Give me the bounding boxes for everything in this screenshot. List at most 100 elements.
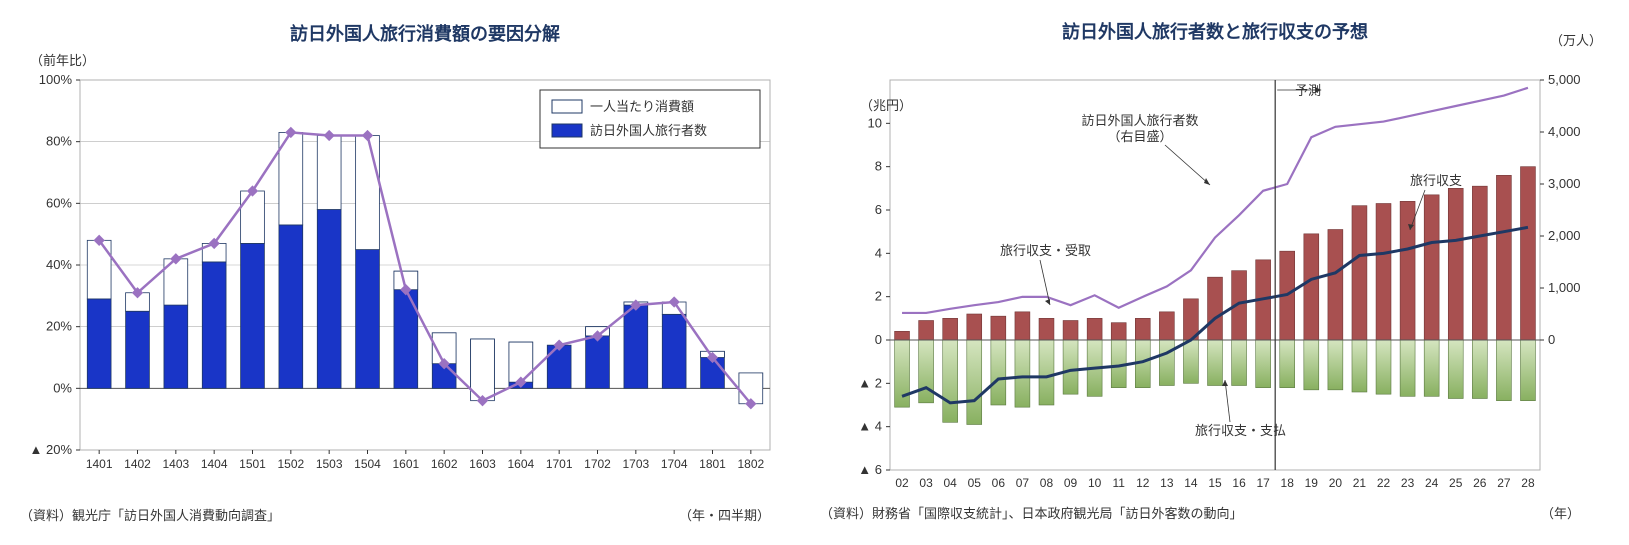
chart2-xlabel: （年）: [1541, 506, 1580, 521]
chart2-xtick: 13: [1160, 476, 1174, 490]
chart2-anno-visitors: 訪日外国人旅行者数: [1081, 113, 1198, 128]
chart2-bar-receipts: [1496, 175, 1511, 340]
chart1-xtick: 1703: [622, 457, 649, 471]
chart1-xtick: 1502: [277, 457, 304, 471]
chart2-ytick-left: 4: [875, 245, 882, 260]
chart1-bar-blue: [202, 262, 226, 388]
chart1-ytick: 80%: [46, 134, 72, 149]
chart2-bar-payments: [1400, 340, 1415, 396]
chart2-container: ▲ 6▲ 4▲ 2024681001,0002,0003,0004,0005,0…: [810, 10, 1610, 535]
chart1-xtick: 1504: [354, 457, 381, 471]
chart1-xtick: 1603: [469, 457, 496, 471]
chart2-xtick: 06: [992, 476, 1006, 490]
chart2-xtick: 04: [944, 476, 958, 490]
chart2-xtick: 17: [1256, 476, 1270, 490]
chart2-bar-payments: [1208, 340, 1223, 386]
chart2-bar-payments: [1352, 340, 1367, 392]
chart2-bar-payments: [1159, 340, 1174, 386]
chart2-ytick-left: ▲ 6: [858, 462, 882, 477]
chart2-bar-payments: [1280, 340, 1295, 388]
chart1-xtick: 1604: [507, 457, 534, 471]
chart1-xtick: 1404: [201, 457, 228, 471]
chart2-svg: ▲ 6▲ 4▲ 2024681001,0002,0003,0004,0005,0…: [810, 10, 1610, 530]
chart2-ytick-right: 2,000: [1548, 228, 1581, 243]
chart2-xtick: 05: [968, 476, 982, 490]
chart2-bar-receipts: [1063, 321, 1078, 341]
chart2-bar-receipts: [1424, 195, 1439, 340]
chart1-bar-blue: [164, 305, 188, 388]
chart2-source: （資料）財務省「国際収支統計」、日本政府観光局「訪日外客数の動向」: [820, 506, 1243, 521]
chart2-title: 訪日外国人旅行者数と旅行収支の予想: [1062, 21, 1368, 42]
chart2-bar-receipts: [1472, 186, 1487, 340]
chart2-ytick-left: 0: [875, 332, 882, 347]
chart2-ytick-right: 5,000: [1548, 72, 1581, 87]
chart1-source: （資料）観光庁「訪日外国人消費動向調査」: [20, 508, 280, 523]
chart2-bar-payments: [919, 340, 934, 403]
chart2-ytick-left: 10: [868, 115, 882, 130]
chart2-bar-payments: [1063, 340, 1078, 394]
chart1-xtick: 1702: [584, 457, 611, 471]
chart2-anno-visitors2: （右目盛）: [1107, 129, 1172, 144]
chart2-bar-receipts: [1208, 277, 1223, 340]
chart2-bar-payments: [1232, 340, 1247, 386]
chart2-bar-payments: [943, 340, 958, 422]
chart1-xtick: 1503: [316, 457, 343, 471]
chart2-ytick-left: ▲ 2: [858, 375, 882, 390]
chart1-xtick: 1701: [546, 457, 573, 471]
chart1-title: 訪日外国人旅行消費額の要因分解: [290, 23, 560, 44]
chart2-ytick-right: 0: [1548, 332, 1555, 347]
chart2-bar-payments: [895, 340, 910, 407]
chart1-xtick: 1402: [124, 457, 151, 471]
chart2-bar-receipts: [1039, 318, 1054, 340]
chart2-ytick-right: 1,000: [1548, 280, 1581, 295]
chart1-xlabel: （年・四半期）: [679, 508, 770, 523]
chart1-ytick: 40%: [46, 257, 72, 272]
chart1-ytick: 100%: [39, 72, 73, 87]
chart2-bar-payments: [1183, 340, 1198, 383]
chart1-legend2: 訪日外国人旅行者数: [590, 123, 707, 138]
chart1-bar-blue: [356, 250, 380, 389]
chart1-bar-white: [356, 136, 380, 250]
chart1-xtick: 1601: [392, 457, 419, 471]
chart2-xtick: 12: [1136, 476, 1150, 490]
chart2-xtick: 14: [1184, 476, 1198, 490]
chart2-bar-receipts: [967, 314, 982, 340]
chart1-bar-blue: [662, 314, 686, 388]
chart1-bar-white: [241, 191, 265, 243]
chart1-bar-blue: [279, 225, 303, 388]
chart2-bar-payments: [1521, 340, 1536, 401]
chart1-svg: ▲ 20%0%20%40%60%80%100%14011402140314041…: [10, 10, 790, 530]
chart1-xtick: 1802: [737, 457, 764, 471]
chart2-ytick-left: 2: [875, 289, 882, 304]
chart1-legend1: 一人当たり消費額: [590, 99, 694, 114]
chart1-xtick: 1704: [661, 457, 688, 471]
chart1-xtick: 1401: [86, 457, 113, 471]
chart2-bar-payments: [1328, 340, 1343, 390]
chart1-ytick: 0%: [53, 380, 72, 395]
chart2-bar-receipts: [943, 318, 958, 340]
chart2-bar-payments: [1039, 340, 1054, 405]
chart2-anno-balance: 旅行収支: [1410, 173, 1462, 188]
chart2-xtick: 09: [1064, 476, 1078, 490]
chart2-xtick: 19: [1305, 476, 1319, 490]
chart2-bar-payments: [991, 340, 1006, 405]
chart2-bar-receipts: [1111, 323, 1126, 340]
chart2-xtick: 02: [895, 476, 909, 490]
chart1-bar-blue: [87, 299, 111, 388]
chart1-ytick: 20%: [46, 319, 72, 334]
chart1-xtick: 1403: [162, 457, 189, 471]
chart2-bar-receipts: [1135, 318, 1150, 340]
chart2-xtick: 22: [1377, 476, 1391, 490]
chart1-ylabel: （前年比）: [30, 53, 95, 68]
chart2-anno-receipts: 旅行収支・受取: [1000, 243, 1091, 258]
chart1-bar-white: [317, 136, 341, 210]
chart2-xtick: 07: [1016, 476, 1030, 490]
chart2-xtick: 21: [1353, 476, 1367, 490]
chart2-xtick: 11: [1112, 476, 1125, 490]
chart2-xtick: 24: [1425, 476, 1439, 490]
chart1-bar-blue: [241, 243, 265, 388]
chart1-container: ▲ 20%0%20%40%60%80%100%14011402140314041…: [10, 10, 790, 535]
chart2-bar-receipts: [895, 331, 910, 340]
chart2-ytick-right: 4,000: [1548, 124, 1581, 139]
chart1-xtick: 1801: [699, 457, 726, 471]
